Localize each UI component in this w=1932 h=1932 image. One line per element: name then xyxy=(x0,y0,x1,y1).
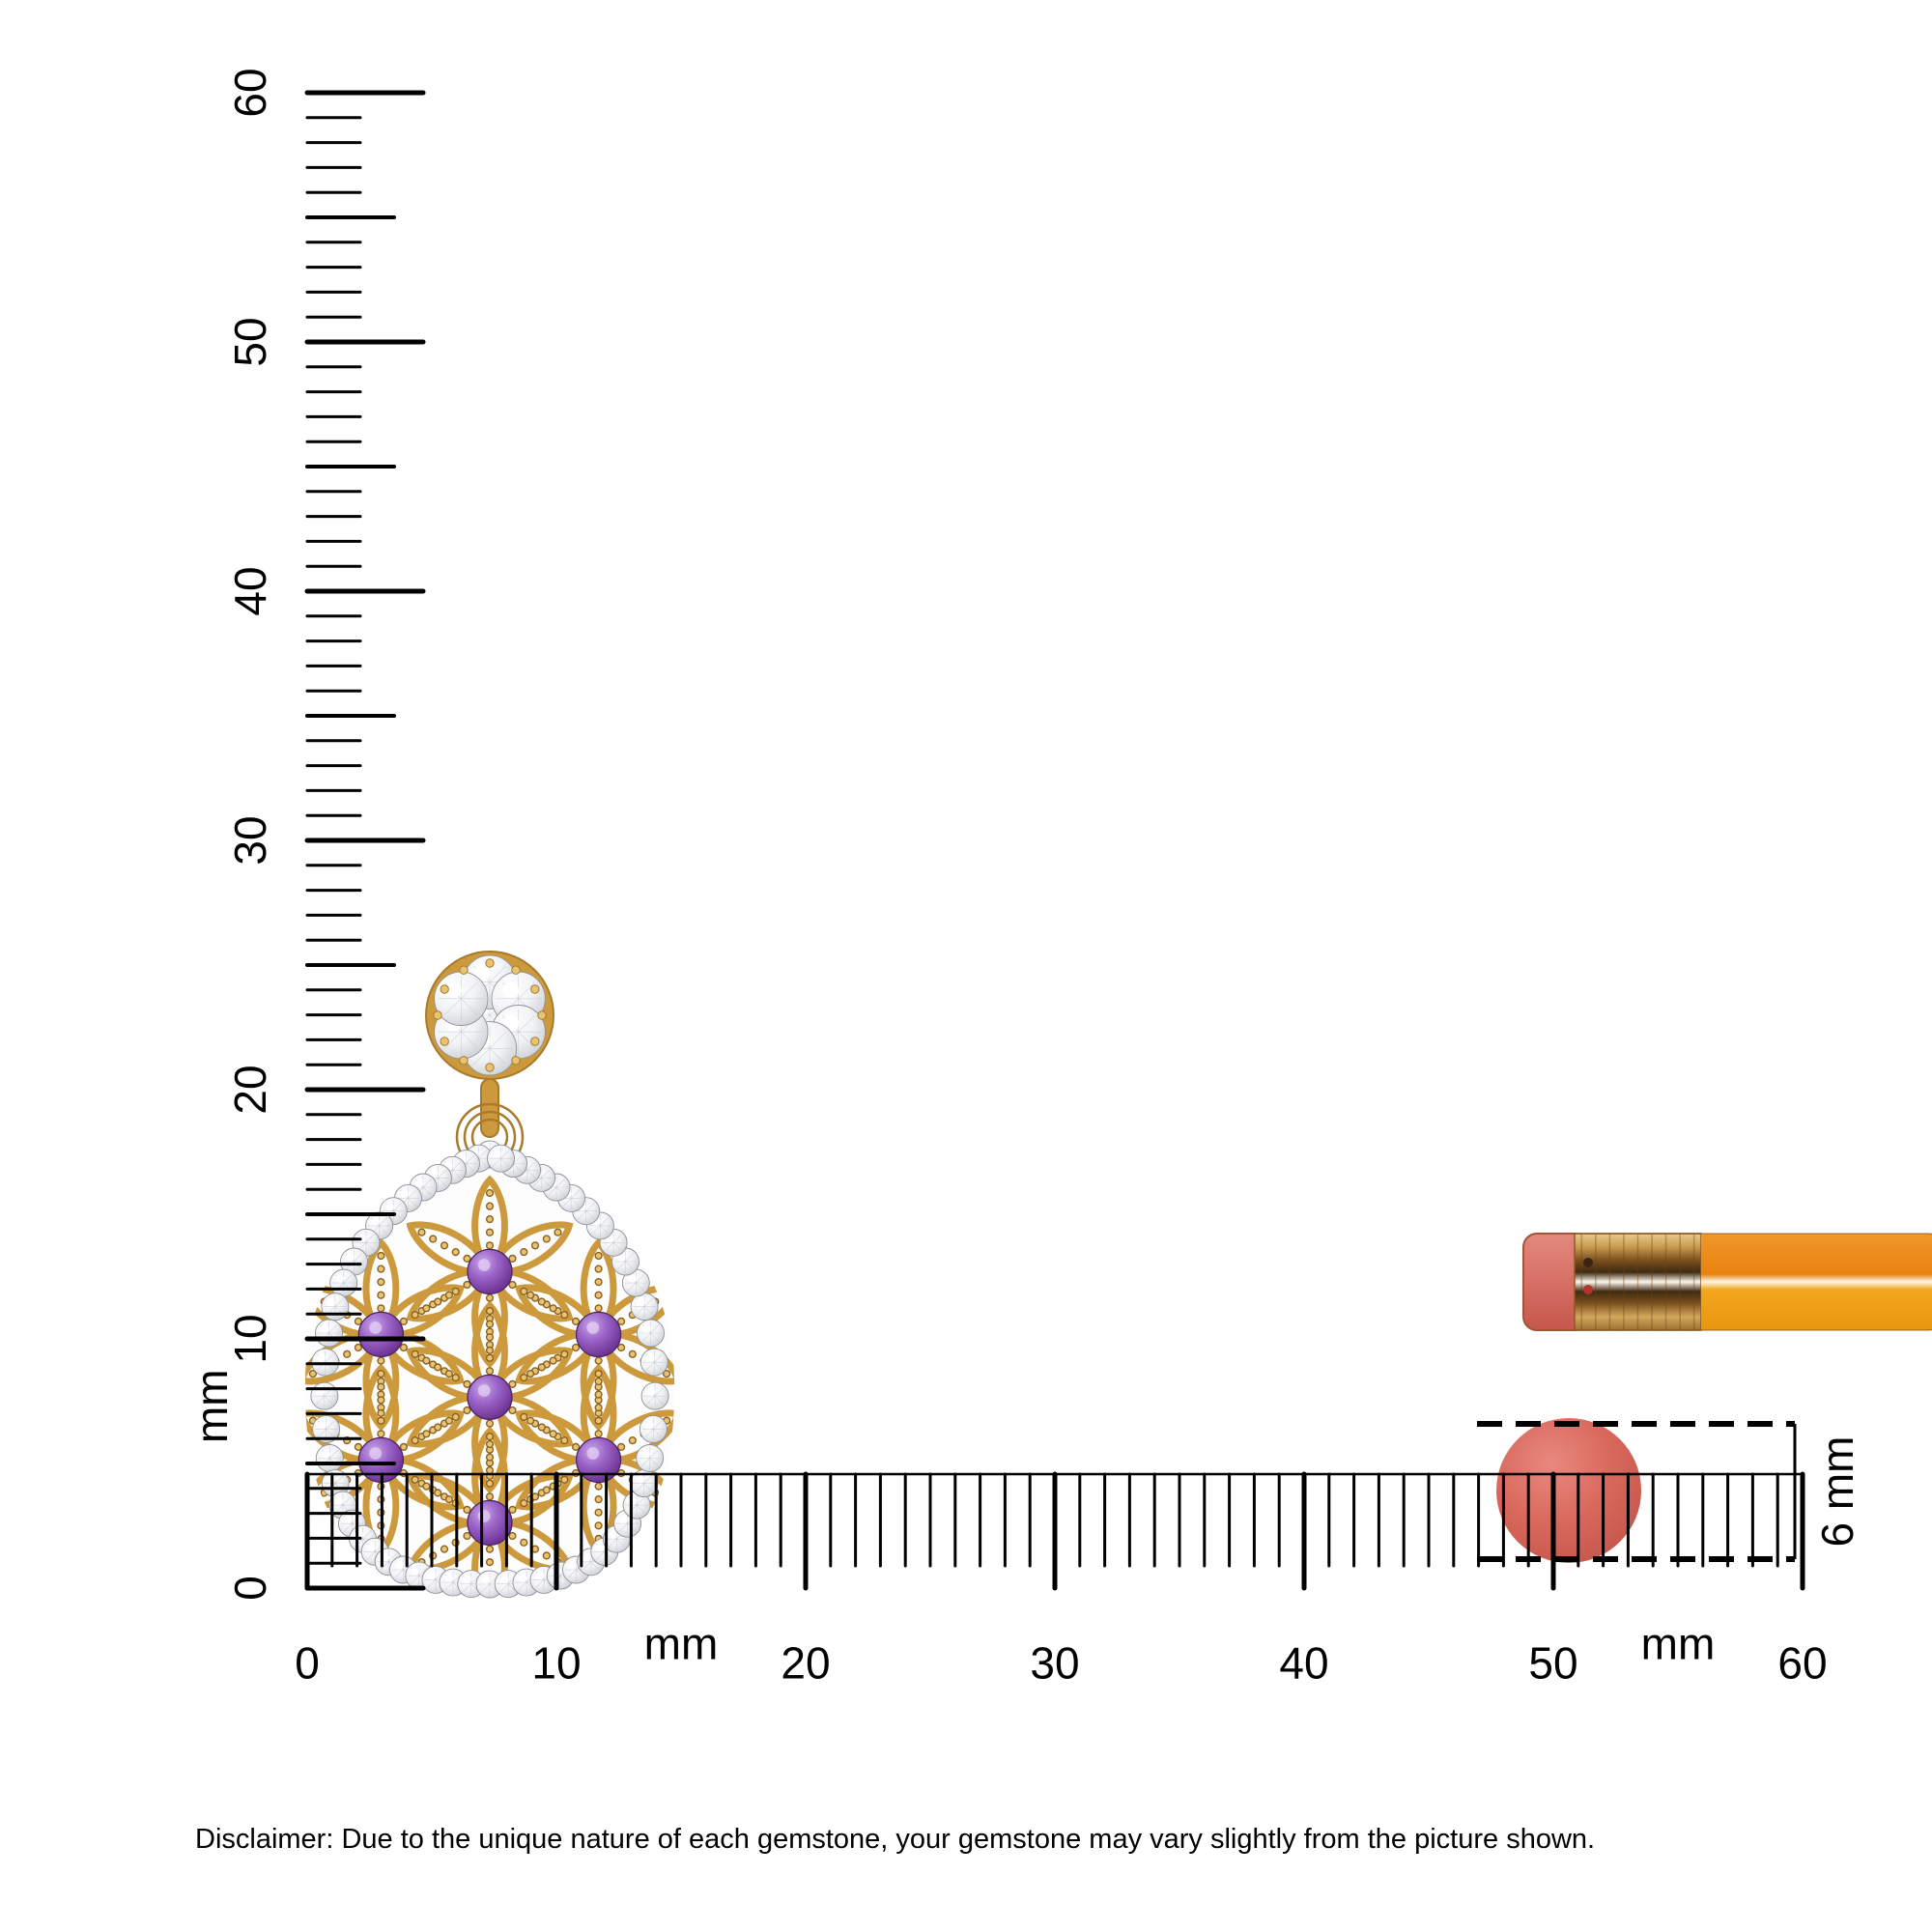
svg-text:20: 20 xyxy=(781,1638,830,1689)
svg-text:40: 40 xyxy=(1279,1638,1328,1689)
svg-text:50: 50 xyxy=(225,317,275,366)
svg-text:60: 60 xyxy=(1777,1638,1827,1689)
svg-text:40: 40 xyxy=(225,566,275,615)
svg-text:0: 0 xyxy=(295,1638,320,1689)
svg-text:50: 50 xyxy=(1528,1638,1577,1689)
svg-text:10: 10 xyxy=(225,1314,275,1363)
svg-text:mm: mm xyxy=(1641,1619,1716,1669)
svg-text:30: 30 xyxy=(225,815,275,865)
svg-text:mm: mm xyxy=(644,1619,719,1669)
svg-text:20: 20 xyxy=(225,1065,275,1114)
svg-text:0: 0 xyxy=(225,1576,275,1601)
svg-text:30: 30 xyxy=(1030,1638,1079,1689)
svg-text:10: 10 xyxy=(531,1638,581,1689)
svg-text:mm: mm xyxy=(186,1369,237,1443)
svg-text:60: 60 xyxy=(225,68,275,117)
